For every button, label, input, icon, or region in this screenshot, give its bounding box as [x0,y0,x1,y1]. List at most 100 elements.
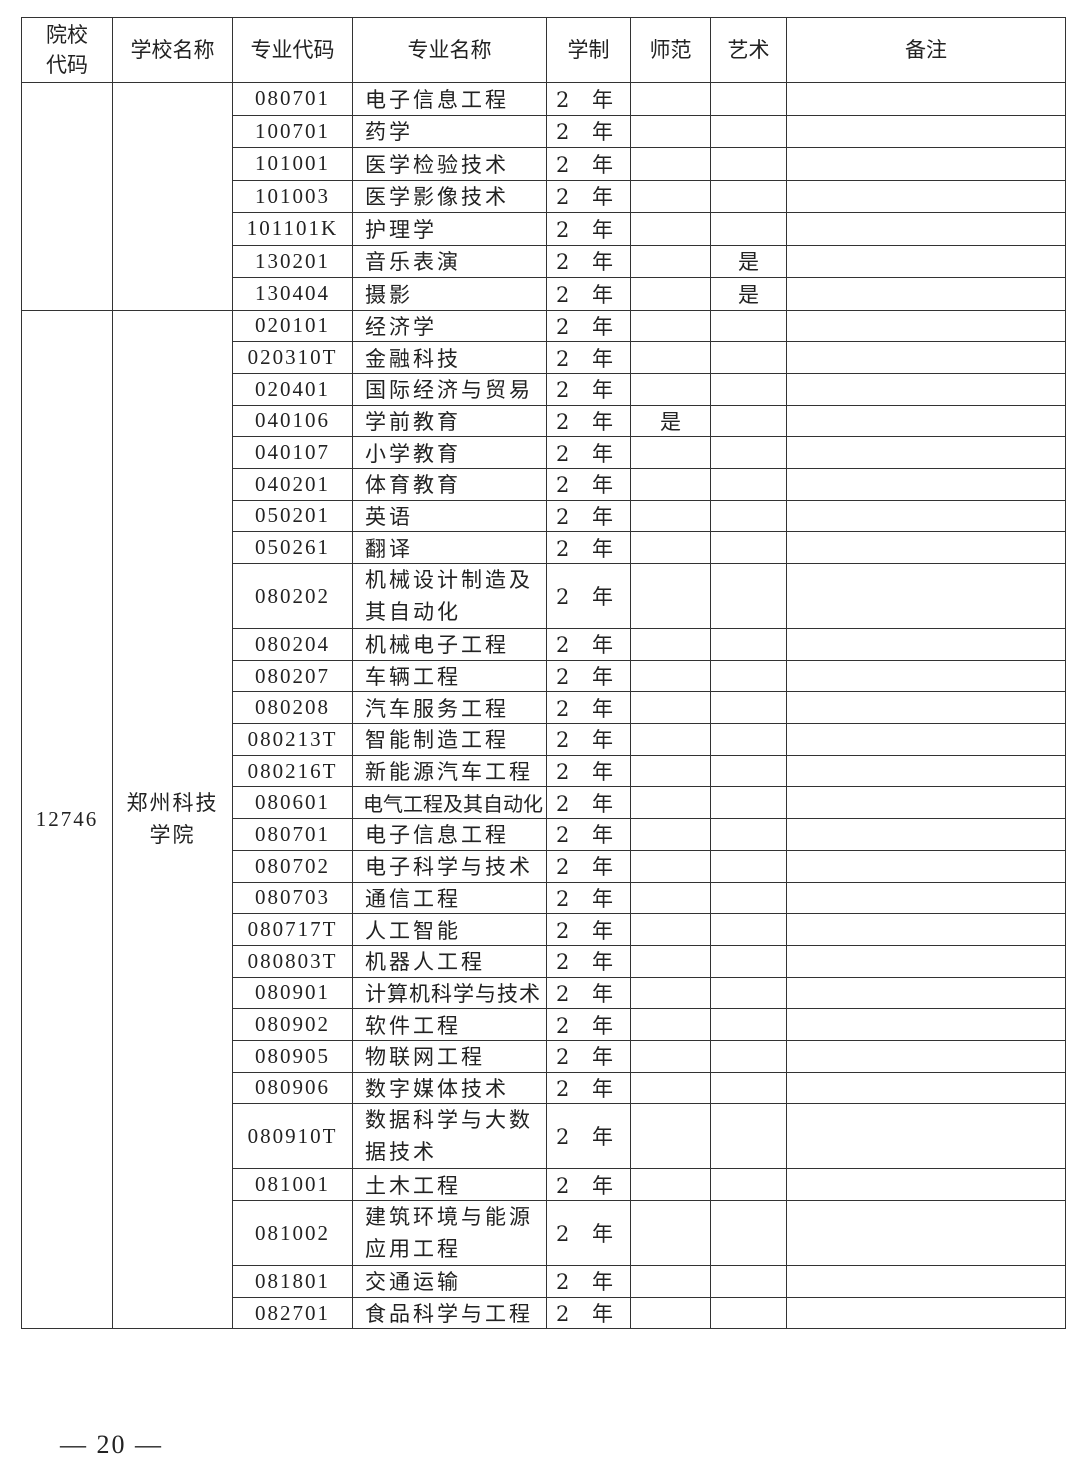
note [786,244,1066,278]
note [786,82,1066,116]
note [786,976,1066,1010]
normal-flag [630,372,711,406]
header-art: 艺术 [710,17,787,83]
art-flag [710,1103,787,1170]
art-flag [710,691,787,725]
years: 2 年 [546,467,631,501]
note [786,1296,1066,1330]
table-row: 080208 汽车服务工程 2 年 [22,691,1066,725]
major-name: 软件工程 [352,1008,547,1041]
normal-flag [630,277,711,311]
art-flag [710,1008,787,1041]
normal-flag [630,723,711,756]
major-name: 电气工程及其自动化 [352,786,547,820]
years: 2 年 [546,976,631,1010]
major-name: 翻译 [352,531,547,564]
table-row: 080910T 数据科学与大数据技术 2 年 [22,1103,1066,1170]
art-flag [710,436,787,469]
art-flag [710,1168,787,1201]
major-code: 080213T [232,723,353,756]
years: 2 年 [546,818,631,851]
years: 2 年 [546,1008,631,1041]
major-name: 数字媒体技术 [352,1071,547,1105]
note [786,404,1066,438]
major-code: 050261 [232,531,353,564]
art-flag [710,341,787,374]
table-row: 080717T 人工智能 2 年 [22,913,1066,946]
art-flag [710,179,787,213]
art-flag [710,212,787,246]
table-row: 080701 电子信息工程 2 年 [22,818,1066,851]
years: 2 年 [546,309,631,343]
years: 2 年 [546,913,631,946]
note [786,1200,1066,1266]
normal-flag [630,1071,711,1105]
table-row: 040106 学前教育 2 年是 [22,404,1066,438]
normal-flag [630,818,711,851]
major-code: 080906 [232,1071,353,1105]
years: 2 年 [546,1200,631,1266]
header-row: 院校代码 学校名称 专业代码 专业名称 学制 师范 艺术 备注 [21,17,1066,83]
table-row: 050201 英语 2 年 [22,499,1066,533]
art-flag [710,1071,787,1105]
art-flag: 是 [710,244,787,278]
art-flag [710,147,787,181]
art-flag [710,499,787,533]
note [786,1071,1066,1105]
major-name: 体育教育 [352,467,547,501]
art-flag [710,1296,787,1330]
major-name: 药学 [352,114,547,148]
table-row: 080702 电子科学与技术 2 年 [22,849,1066,883]
major-code: 101101K [232,212,353,246]
art-flag [710,82,787,116]
normal-flag [630,1200,711,1266]
note [786,881,1066,915]
art-flag [710,372,787,406]
art-flag [710,114,787,148]
major-name: 小学教育 [352,436,547,469]
note [786,659,1066,693]
years: 2 年 [546,82,631,116]
major-code: 020401 [232,372,353,406]
major-code: 040201 [232,467,353,501]
major-name: 土木工程 [352,1168,547,1201]
art-flag [710,309,787,343]
normal-flag [630,436,711,469]
major-name: 机器人工程 [352,944,547,978]
major-code: 080902 [232,1008,353,1041]
normal-flag [630,1168,711,1201]
art-flag [710,818,787,851]
major-name: 计算机科学与技术 [352,976,547,1010]
note [786,212,1066,246]
majors-table: 院校代码 学校名称 专业代码 专业名称 学制 师范 艺术 备注 080701 电子… [21,17,1066,1330]
years: 2 年 [546,691,631,725]
major-code: 082701 [232,1296,353,1330]
note [786,147,1066,181]
art-flag [710,531,787,564]
major-code: 101001 [232,147,353,181]
major-name: 护理学 [352,212,547,246]
table-row: 020310T 金融科技 2 年 [22,341,1066,374]
normal-flag [630,1265,711,1298]
art-flag [710,754,787,788]
table-row: 080204 机械电子工程 2 年 [22,628,1066,661]
normal-flag [630,1103,711,1170]
major-name: 车辆工程 [352,659,547,693]
major-name: 国际经济与贸易 [352,372,547,406]
table-row: 080213T 智能制造工程 2 年 [22,723,1066,756]
note [786,1039,1066,1073]
years: 2 年 [546,754,631,788]
major-name: 数据科学与大数据技术 [352,1103,547,1170]
note [786,563,1066,629]
major-code: 040106 [232,404,353,438]
school-code [21,82,113,311]
header-school-name: 学校名称 [112,17,233,83]
years: 2 年 [546,531,631,564]
years: 2 年 [546,1168,631,1201]
years: 2 年 [546,1265,631,1298]
major-name: 机械设计制造及其自动化 [352,563,547,629]
years: 2 年 [546,723,631,756]
normal-flag [630,244,711,278]
major-name: 学前教育 [352,404,547,438]
years: 2 年 [546,179,631,213]
